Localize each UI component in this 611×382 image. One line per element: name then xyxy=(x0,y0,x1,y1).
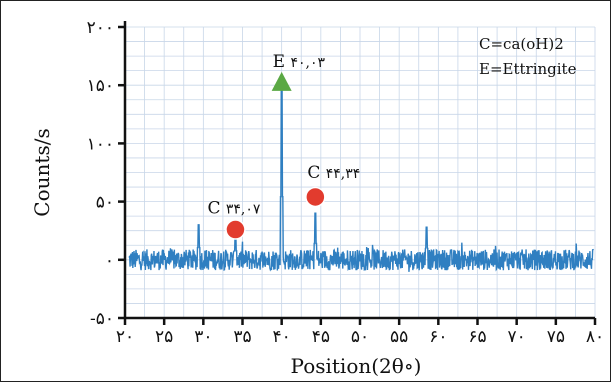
peak-annotation-label: C ۳۴,۰۷ xyxy=(207,199,260,219)
y-tick-label: ۰ xyxy=(105,251,114,271)
peak-annotations: C ۳۴,۰۷ E ۴۰,۰۳ C ۴۴,۳۴ xyxy=(207,52,360,240)
x-tick-label: ۳۰ xyxy=(194,327,212,347)
y-tick-label: ۱۰۰ xyxy=(87,134,114,154)
x-tick-label: ۴۰ xyxy=(273,327,291,347)
x-tick-label: ۵۵ xyxy=(390,327,408,347)
y-tick-label: ۱۵۰ xyxy=(87,76,114,96)
y-tick-label: -۵۰ xyxy=(90,309,114,329)
peak-position-value: ۴۰,۰۳ xyxy=(290,55,325,71)
legend-entry-calcium-hydroxide: C=ca(oH)2 xyxy=(479,35,564,53)
peak-phase-letter: E xyxy=(273,52,291,72)
x-tick-label: ۳۵ xyxy=(233,327,251,347)
grid xyxy=(124,26,596,319)
legend-entry-ettringite: E=Ettringite xyxy=(479,60,577,78)
x-tick-label: ۵۰ xyxy=(351,327,369,347)
x-axis-label: Position(2θ∘) xyxy=(291,354,422,378)
peak-phase-letter: C xyxy=(207,199,225,219)
diffraction-signal xyxy=(128,78,595,272)
y-tick-label: ۵۰ xyxy=(96,193,114,213)
calcium-hydroxide-peak-marker xyxy=(225,219,246,240)
x-tick-label: ۶۵ xyxy=(468,327,486,347)
calcium-hydroxide-peak-marker xyxy=(305,186,326,208)
peak-position-value: ۴۴,۳۴ xyxy=(326,166,361,182)
signal-layer xyxy=(128,78,595,272)
peak-annotation-label: E ۴۰,۰۳ xyxy=(273,52,326,72)
peak-phase-letter: C xyxy=(307,163,325,183)
tick-labels: -۵۰ ۰ ۵۰ ۱۰۰ ۱۵۰ ۲۰۰ ۲۰ ۲۵ ۳۰ ۳۵ ۴۰ ۴۵ ۵۰ ۵۵ ۶۰ ۶۵ ۷۰ ۷۵ ۸… xyxy=(87,18,605,347)
y-axis-label: Counts/s xyxy=(30,128,54,216)
x-tick-label: ۸۰ xyxy=(586,327,604,347)
peak-position-value: ۳۴,۰۷ xyxy=(226,202,261,218)
x-tick-label: ۷۰ xyxy=(508,327,526,347)
peak-annotation-label: C ۴۴,۳۴ xyxy=(307,163,360,183)
x-tick-label: ۲۵ xyxy=(155,327,173,347)
y-tick-label: ۲۰۰ xyxy=(87,18,114,38)
ettringite-peak-marker xyxy=(271,71,292,91)
x-tick-label: ۶۰ xyxy=(429,327,447,347)
x-tick-label: ۴۵ xyxy=(312,327,330,347)
x-tick-label: ۲۰ xyxy=(116,327,134,347)
x-tick-label: ۷۵ xyxy=(547,327,565,347)
